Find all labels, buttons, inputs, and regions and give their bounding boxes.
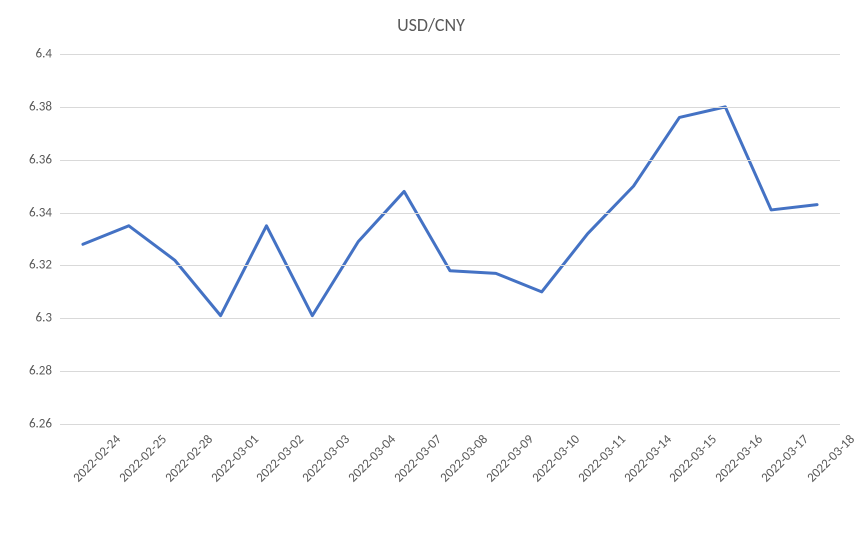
- y-axis-label: 6.4: [36, 47, 52, 62]
- gridline: [60, 424, 840, 425]
- chart-container: USD/CNY 6.266.286.36.326.346.366.386.420…: [0, 0, 862, 534]
- x-axis-label: 2022-03-16: [713, 432, 767, 486]
- x-axis-label: 2022-02-24: [70, 432, 124, 486]
- gridline: [60, 213, 840, 214]
- x-axis-label: 2022-03-15: [667, 432, 721, 486]
- y-axis-label: 6.34: [29, 205, 52, 220]
- x-axis-label: 2022-03-03: [300, 432, 354, 486]
- x-axis-label: 2022-02-28: [162, 432, 216, 486]
- x-axis-label: 2022-03-14: [621, 432, 675, 486]
- chart-title: USD/CNY: [0, 14, 862, 36]
- y-axis-label: 6.3: [36, 311, 52, 326]
- x-axis-label: 2022-03-11: [575, 432, 629, 486]
- x-axis-label: 2022-03-18: [804, 432, 858, 486]
- x-axis-label: 2022-03-07: [392, 432, 446, 486]
- gridline: [60, 54, 840, 55]
- x-axis-label: 2022-03-10: [529, 432, 583, 486]
- line-series: [60, 54, 840, 424]
- x-axis-label: 2022-03-04: [346, 432, 400, 486]
- x-axis-label: 2022-03-02: [254, 432, 308, 486]
- x-axis-label: 2022-03-17: [759, 432, 813, 486]
- y-axis-label: 6.26: [29, 417, 52, 432]
- y-axis-label: 6.36: [29, 152, 52, 167]
- gridline: [60, 318, 840, 319]
- x-axis-label: 2022-03-01: [208, 432, 262, 486]
- x-axis-label: 2022-03-09: [483, 432, 537, 486]
- y-axis-label: 6.32: [29, 258, 52, 273]
- gridline: [60, 371, 840, 372]
- gridline: [60, 265, 840, 266]
- plot-area: 6.266.286.36.326.346.366.386.42022-02-24…: [60, 54, 840, 424]
- x-axis-label: 2022-02-25: [116, 432, 170, 486]
- x-axis-label: 2022-03-08: [437, 432, 491, 486]
- gridline: [60, 160, 840, 161]
- y-axis-label: 6.28: [29, 364, 52, 379]
- y-axis-label: 6.38: [29, 99, 52, 114]
- gridline: [60, 107, 840, 108]
